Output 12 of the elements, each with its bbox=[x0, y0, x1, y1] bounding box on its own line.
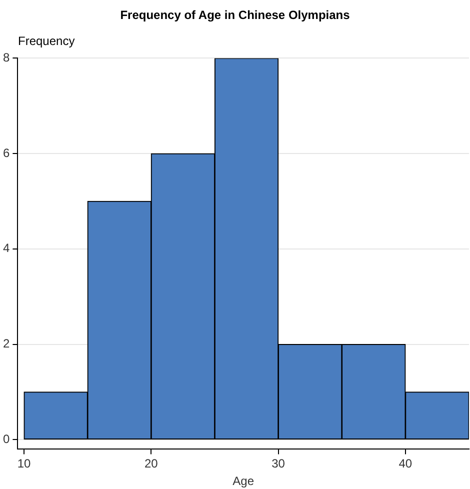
chart-title: Frequency of Age in Chinese Olympians bbox=[119, 8, 351, 22]
y-axis-title: Frequency bbox=[18, 34, 75, 48]
x-tick-label: 40 bbox=[398, 456, 412, 471]
x-tick-label: 10 bbox=[17, 456, 32, 471]
y-tick-label: 8 bbox=[2, 50, 10, 65]
y-tick-label: 4 bbox=[2, 241, 10, 256]
y-tick-label: 0 bbox=[2, 432, 10, 446]
y-tick-label: 6 bbox=[2, 146, 10, 160]
x-axis-title: Age bbox=[232, 474, 254, 488]
x-tick-label: 30 bbox=[272, 456, 286, 471]
x-tick-label: 20 bbox=[144, 456, 158, 471]
y-tick-label: 2 bbox=[2, 336, 10, 351]
